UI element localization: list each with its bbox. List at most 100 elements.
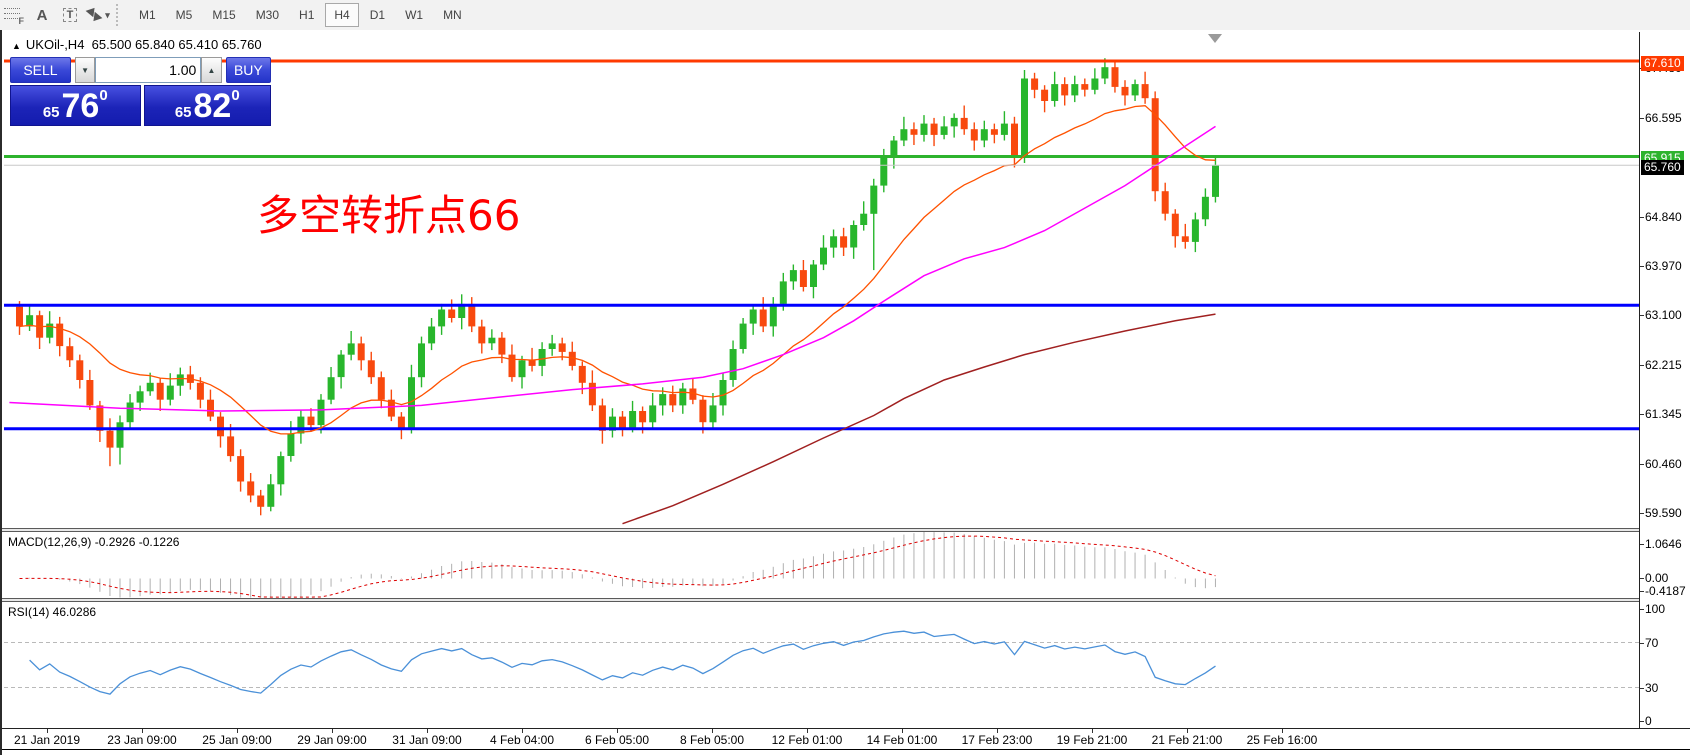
time-tick [617,729,618,733]
buy-price-sup: 0 [231,87,240,104]
pane-splitter[interactable] [2,598,1690,602]
time-tick [1282,729,1283,733]
time-tick [427,729,428,733]
sell-button[interactable]: SELL [10,57,71,83]
price-tick [1640,315,1644,316]
time-label: 4 Feb 04:00 [489,733,555,747]
timeframe-button-m5[interactable]: M5 [175,8,193,22]
time-label: 12 Feb 01:00 [771,733,843,747]
time-tick [902,729,903,733]
price-tick-label: 62.215 [1645,358,1682,372]
time-tick [1092,729,1093,733]
time-label: 31 Jan 09:00 [392,733,462,747]
volume-increase-button[interactable]: ▲ [201,57,222,83]
time-tick [1187,729,1188,733]
macd-tick [1640,591,1644,592]
time-label: 25 Jan 09:00 [202,733,272,747]
rsi-tick [1640,609,1644,610]
buy-button[interactable]: BUY [225,57,271,83]
time-axis[interactable]: 21 Jan 2019 23 Jan 09:00 25 Jan 09:00 29 Ja… [2,728,1690,749]
time-label: 14 Feb 01:00 [866,733,938,747]
triangle-down-icon: ▼ [81,65,90,75]
time-label: 29 Jan 09:00 [297,733,367,747]
sell-price-big: 76 [61,87,100,125]
time-label: 19 Feb 21:00 [1056,733,1128,747]
price-axis[interactable]: 67.48066.59564.84063.97063.10062.21561.3… [1639,32,1690,728]
price-tick-label: 66.595 [1645,111,1682,125]
rsi-axis-label: 0 [1645,714,1652,728]
rsi-chart-canvas[interactable] [2,602,1639,728]
buy-price-small: 65 [174,104,192,121]
macd-tick [1640,544,1644,545]
rsi-tick [1640,643,1644,644]
text-label-icon: T [62,8,78,22]
time-label: 21 Jan 2019 [13,733,81,747]
chevron-down-icon: ▾ [105,9,110,20]
time-label: 8 Feb 05:00 [679,733,745,747]
collapse-arrow-icon[interactable]: ▲ [12,41,21,51]
text-tool-icon: A [36,6,48,24]
rsi-tick [1640,721,1644,722]
timeframe-button-d1[interactable]: D1 [369,8,386,22]
timeframe-button-mn[interactable]: MN [443,8,462,22]
price-tick [1640,414,1644,415]
time-tick [997,729,998,733]
rsi-axis-label: 30 [1645,681,1659,695]
price-chart-canvas[interactable] [2,32,1639,528]
price-tick [1640,266,1644,267]
timeframe-button-m30[interactable]: M30 [255,8,280,22]
buy-price-panel[interactable]: 65 82 0 [143,85,271,126]
macd-axis-label: 0.00 [1645,571,1669,585]
time-label: 23 Jan 09:00 [107,733,177,747]
price-tick-label: 61.345 [1645,407,1682,421]
price-tick [1640,217,1644,218]
toolbar-separator [116,4,125,26]
price-tick [1640,464,1644,465]
rsi-axis-label: 70 [1645,636,1659,650]
time-tick [807,729,808,733]
price-badge-67.610: 67.610 [1641,56,1684,71]
symbol-period: UKOil-,H4 [25,37,85,52]
macd-axis-label: 1.0646 [1645,537,1682,551]
macd-tick [1640,578,1644,579]
timeframe-button-m1[interactable]: M1 [139,8,156,22]
timeframe-button-h4[interactable]: H4 [325,3,359,27]
price-tick-label: 60.460 [1645,457,1682,471]
arrows-icon [85,4,103,25]
timeframe-button-h1[interactable]: H1 [299,8,315,22]
time-tick [47,729,48,733]
text-label-tool-button[interactable]: T [57,3,83,27]
macd-chart-canvas[interactable] [2,532,1639,598]
price-tick [1640,365,1644,366]
timeframe-button-m15[interactable]: M15 [212,8,236,22]
price-tick-label: 59.590 [1645,506,1682,520]
ohlc-quote: 65.500 65.840 65.410 65.760 [91,37,262,52]
triangle-up-icon: ▲ [207,65,216,75]
sell-price-small: 65 [42,104,60,121]
right-shift-marker-icon[interactable] [1208,34,1222,43]
rsi-axis-label: 100 [1645,602,1666,616]
sell-price-panel[interactable]: 65 76 0 [10,85,141,126]
toolbar: F A T ▾ M1 M5 M15 M30 H1 H4 D1 W1 MN [0,0,1690,31]
time-label: 17 Feb 23:00 [961,733,1033,747]
rsi-indicator-label: RSI(14) 46.0286 [8,605,97,619]
chart-window: ▲ UKOil-,H4 65.500 65.840 65.410 65.760 S… [0,30,1690,755]
macd-indicator-label: MACD(12,26,9) -0.2926 -0.1226 [8,535,180,549]
timeframe-button-w1[interactable]: W1 [405,8,424,22]
volume-input[interactable] [95,57,202,83]
price-tick-label: 63.970 [1645,259,1682,273]
volume-decrease-button[interactable]: ▼ [74,57,96,83]
price-tick [1640,513,1644,514]
fibonacci-tool-button[interactable]: F [1,3,27,27]
time-label: 21 Feb 21:00 [1151,733,1223,747]
chart-text-annotation: 多空转折点66 [257,191,521,240]
macd-axis-label: -0.4187 [1645,584,1686,598]
arrows-tool-button[interactable]: ▾ [85,3,111,27]
time-tick [332,729,333,733]
time-tick [522,729,523,733]
pane-splitter[interactable] [2,528,1690,532]
window-bottom-border [2,748,1690,750]
text-tool-button[interactable]: A [29,3,55,27]
time-tick [712,729,713,733]
